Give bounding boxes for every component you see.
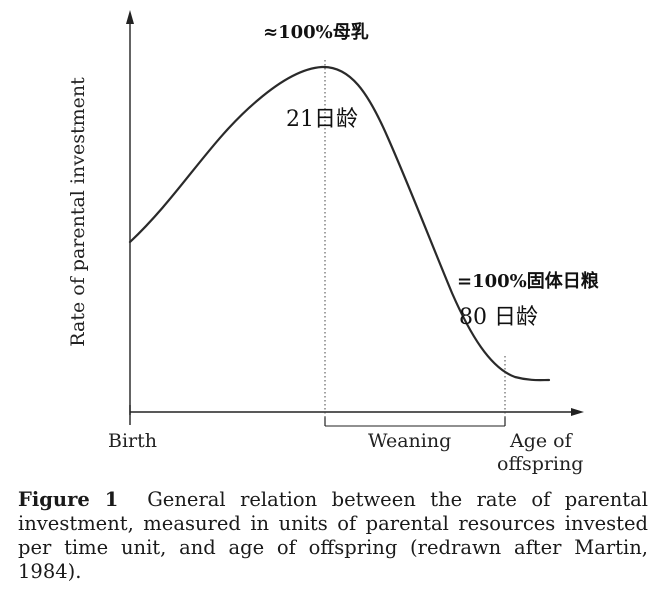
chart-area: Rate of parental investment Birth Weanin… [67,10,599,475]
investment-curve [128,65,551,382]
annotation-peak-day: 21日龄 [286,107,358,132]
figure-caption: Figure 1 General relation between the ra… [18,488,648,584]
y-axis-arrow [126,10,134,24]
x-label-age: Age of [509,430,574,452]
figure-caption-text: General relation between the rate of par… [18,488,648,583]
x-label-offspring: offspring [497,453,583,475]
y-axis-label: Rate of parental investment [67,77,89,347]
figure-label: Figure 1 [18,488,119,511]
annotation-solid-diet: =100%固体日粮 [457,270,599,292]
x-axis-arrow [571,408,584,416]
annotation-peak-milk: ≈100%母乳 [263,22,369,43]
x-label-birth: Birth [108,430,157,452]
x-label-weaning: Weaning [368,430,451,452]
annotation-end-day: 80 日龄 [459,305,538,330]
